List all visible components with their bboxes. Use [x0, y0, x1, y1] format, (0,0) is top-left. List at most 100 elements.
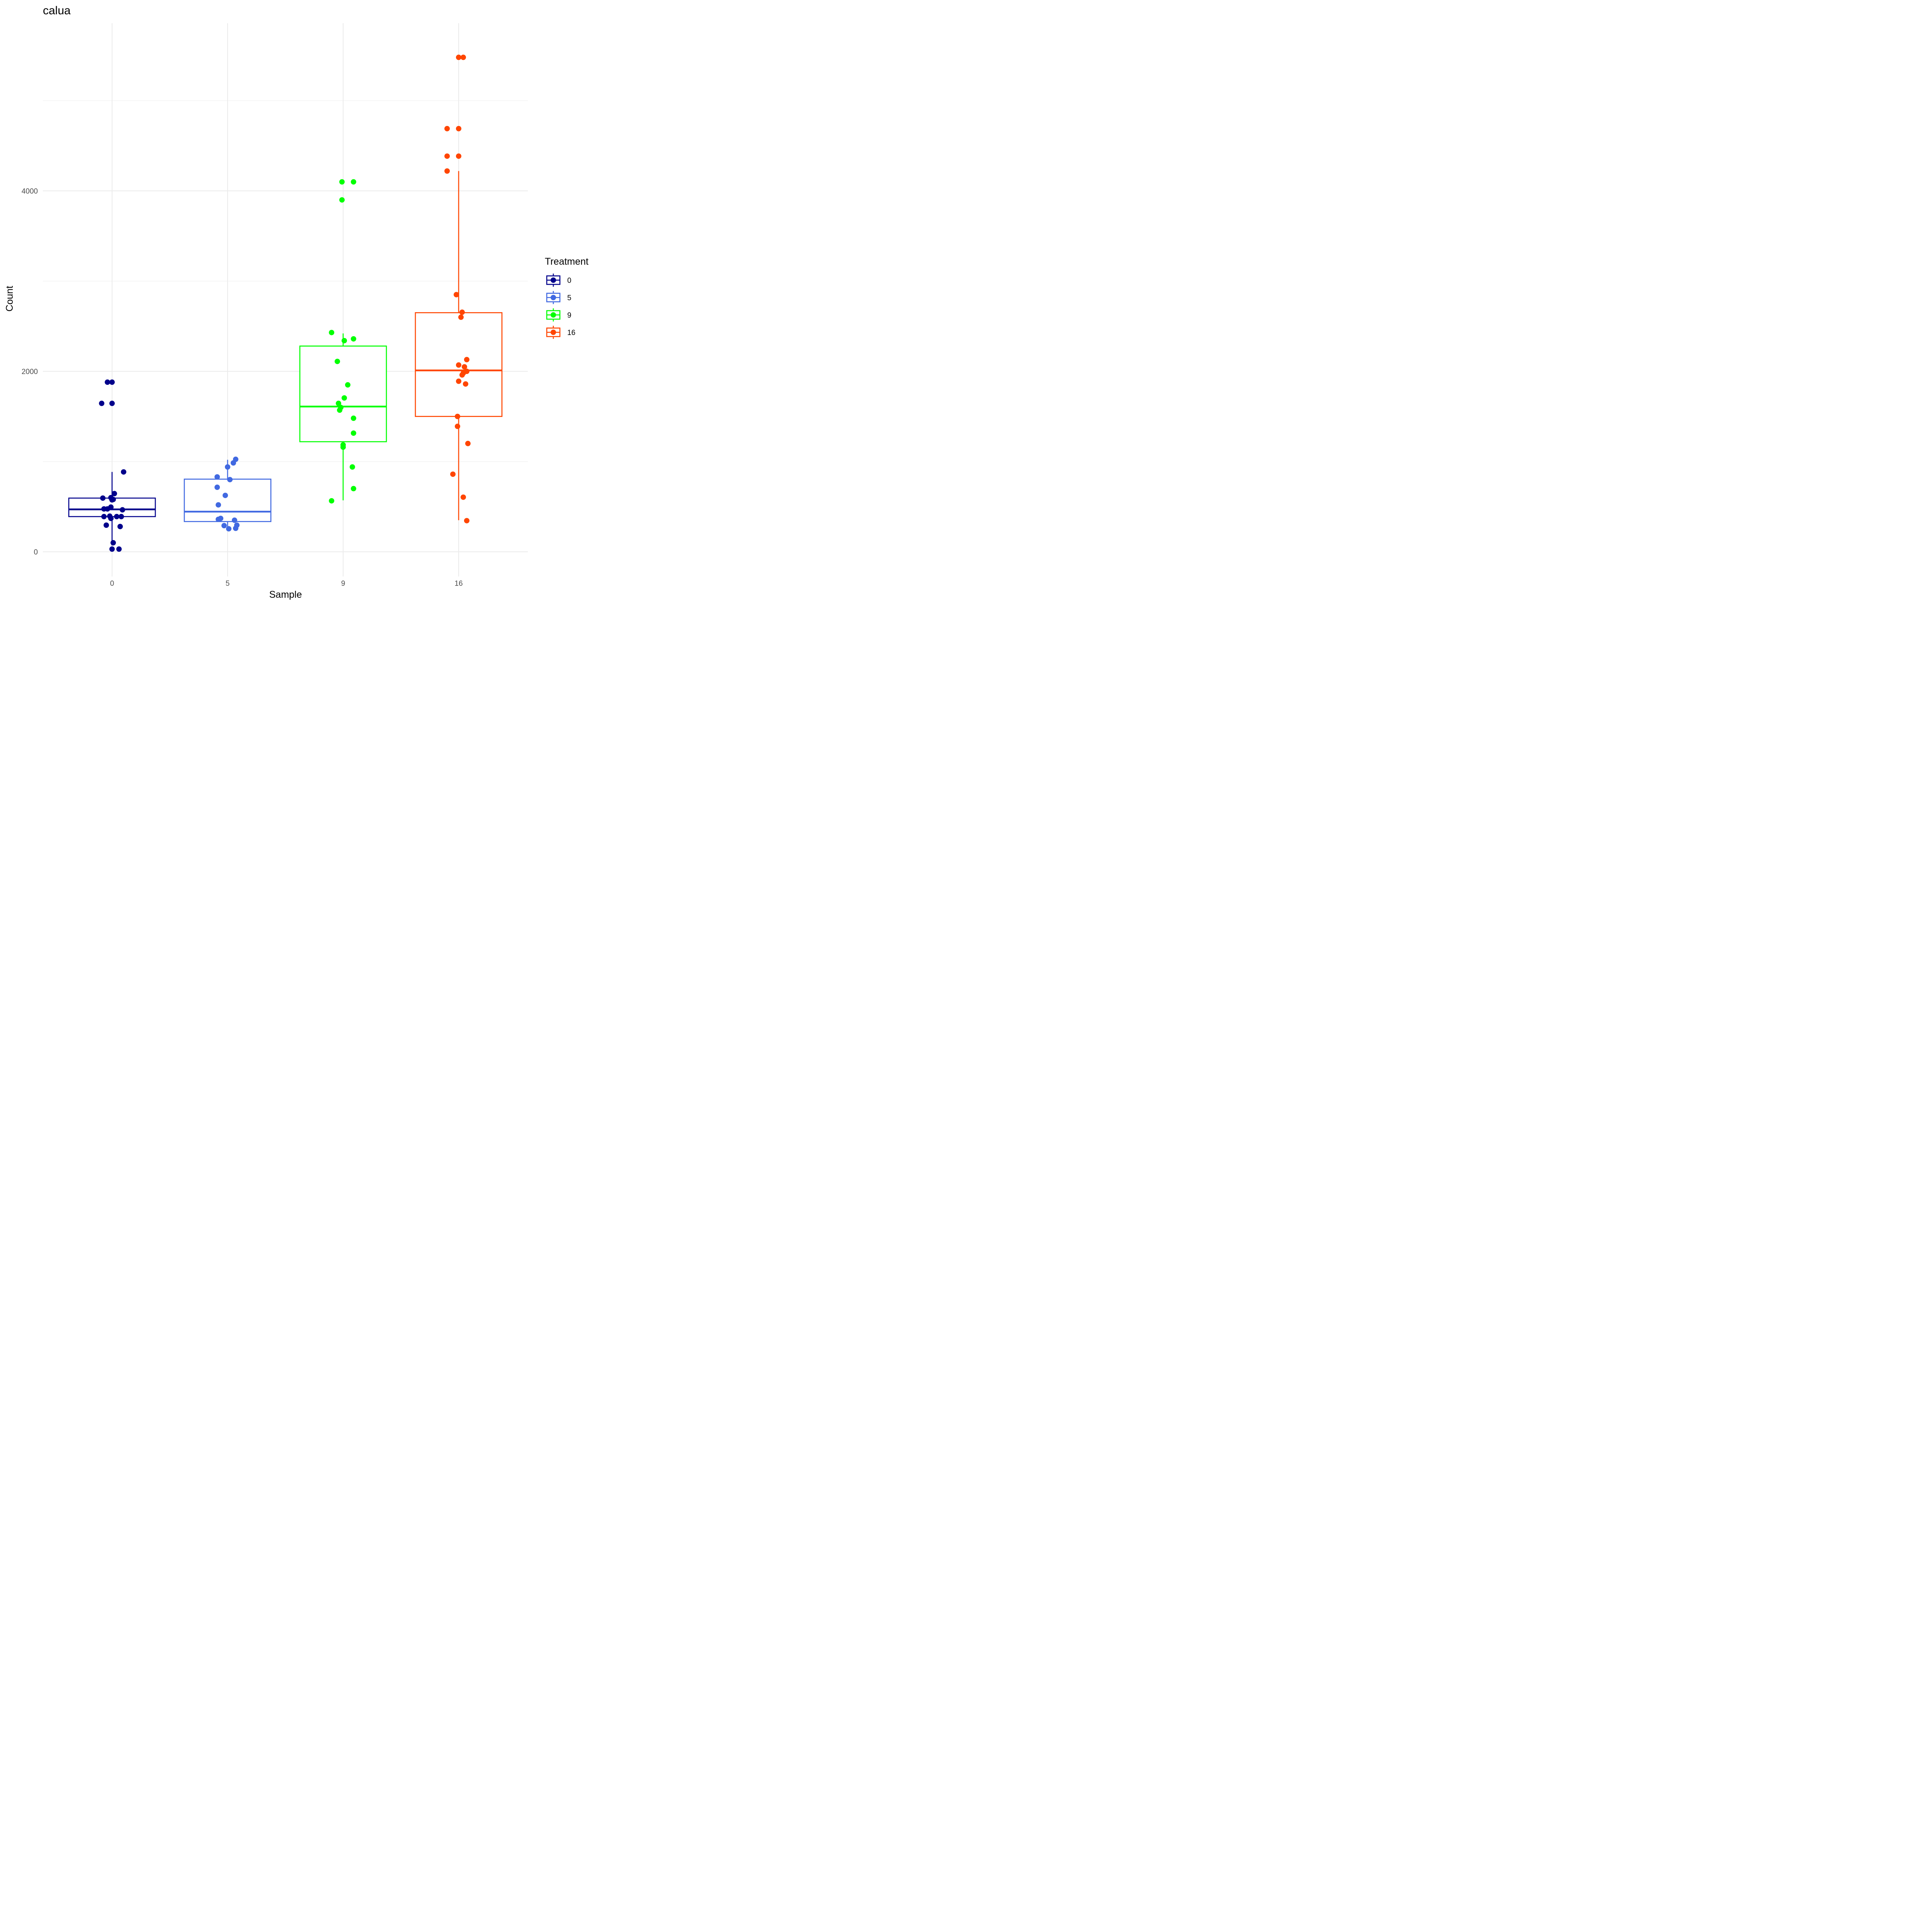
legend-label: 5: [567, 294, 571, 302]
y-tick-label: 2000: [22, 368, 38, 376]
data-point: [345, 382, 350, 388]
chart-container: 0 2000 4000 0 5 9 16 calua Sample Count Treatm…: [0, 0, 603, 603]
data-point: [350, 336, 356, 342]
data-point: [464, 518, 469, 524]
legend-keys: 0 5 9 16: [546, 274, 575, 339]
legend: Treatment 0 5 9 16: [545, 256, 588, 339]
box-plot-chart: 0 2000 4000 0 5 9 16 calua Sample Count Treatm…: [4, 4, 588, 600]
data-point: [225, 464, 230, 470]
x-tick-label: 9: [341, 580, 345, 588]
data-point: [105, 379, 111, 385]
y-tick-label: 4000: [22, 187, 38, 196]
data-point: [221, 523, 227, 529]
data-point: [101, 514, 107, 519]
data-point: [214, 474, 220, 480]
x-tick-label: 16: [454, 580, 463, 588]
data-point: [459, 310, 465, 315]
data-point: [329, 498, 335, 504]
boxplot-16: [415, 171, 503, 520]
data-point: [341, 395, 347, 401]
data-point: [118, 514, 124, 519]
data-point: [465, 440, 471, 446]
jitter-points: [99, 54, 471, 552]
data-point: [216, 502, 221, 508]
data-point: [460, 494, 466, 500]
legend-title: Treatment: [545, 256, 588, 267]
data-point: [335, 359, 340, 364]
data-point: [444, 168, 450, 174]
data-point: [456, 362, 461, 368]
legend-label: 16: [567, 329, 575, 337]
data-point: [100, 495, 106, 501]
legend-key-0: 0: [546, 274, 571, 287]
data-point: [109, 379, 115, 385]
data-point: [214, 485, 220, 490]
data-point: [456, 153, 461, 159]
data-point: [459, 372, 465, 378]
data-point: [121, 469, 126, 475]
data-point: [336, 400, 342, 406]
data-point: [339, 197, 345, 203]
data-point: [339, 179, 345, 185]
data-point: [450, 471, 456, 477]
data-point: [455, 423, 461, 429]
data-point: [458, 314, 464, 320]
data-point: [223, 493, 228, 498]
boxplots: [68, 171, 503, 546]
data-point: [231, 517, 237, 523]
axes: 0 2000 4000 0 5 9 16: [22, 187, 463, 588]
legend-point: [551, 277, 556, 283]
data-point: [104, 522, 109, 528]
data-point: [226, 526, 231, 532]
chart-title: calua: [43, 4, 71, 17]
x-tick-label: 5: [226, 580, 230, 588]
legend-key-5: 5: [546, 291, 571, 304]
legend-key-9: 9: [546, 308, 571, 321]
data-point: [119, 507, 125, 513]
data-point: [340, 444, 346, 450]
data-point: [110, 497, 116, 502]
data-point: [233, 526, 238, 531]
data-point: [350, 430, 356, 436]
data-point: [455, 413, 461, 419]
box-iqr: [299, 345, 387, 442]
data-point: [350, 415, 356, 421]
data-point: [230, 460, 236, 466]
data-point: [464, 357, 469, 362]
legend-label: 9: [567, 311, 571, 320]
data-point: [350, 486, 356, 492]
legend-key-16: 16: [546, 326, 575, 339]
data-point: [341, 338, 347, 344]
legend-point: [551, 295, 556, 300]
data-point: [109, 400, 115, 406]
data-point: [329, 330, 335, 335]
data-point: [454, 292, 459, 298]
data-point: [105, 506, 111, 512]
data-point: [109, 546, 115, 552]
data-point: [114, 514, 119, 519]
y-tick-label: 0: [34, 548, 38, 556]
data-point: [227, 477, 233, 483]
data-point: [117, 524, 123, 529]
data-point: [116, 546, 122, 552]
data-point: [461, 364, 467, 370]
legend-point: [551, 312, 556, 318]
data-point: [108, 515, 114, 521]
data-point: [110, 540, 116, 546]
data-point: [444, 153, 450, 159]
data-point: [350, 179, 356, 185]
boxplot-5: [184, 459, 272, 527]
box-iqr: [184, 478, 272, 522]
data-point: [111, 491, 117, 497]
data-point: [444, 126, 450, 131]
data-point: [463, 381, 468, 387]
y-axis-title: Count: [4, 286, 15, 312]
data-point: [460, 54, 466, 60]
data-point: [456, 378, 461, 384]
data-point: [99, 400, 105, 406]
data-point: [456, 126, 461, 131]
x-tick-label: 0: [110, 580, 114, 588]
legend-point: [551, 330, 556, 335]
data-point: [337, 407, 343, 413]
boxplot-9: [299, 333, 387, 500]
